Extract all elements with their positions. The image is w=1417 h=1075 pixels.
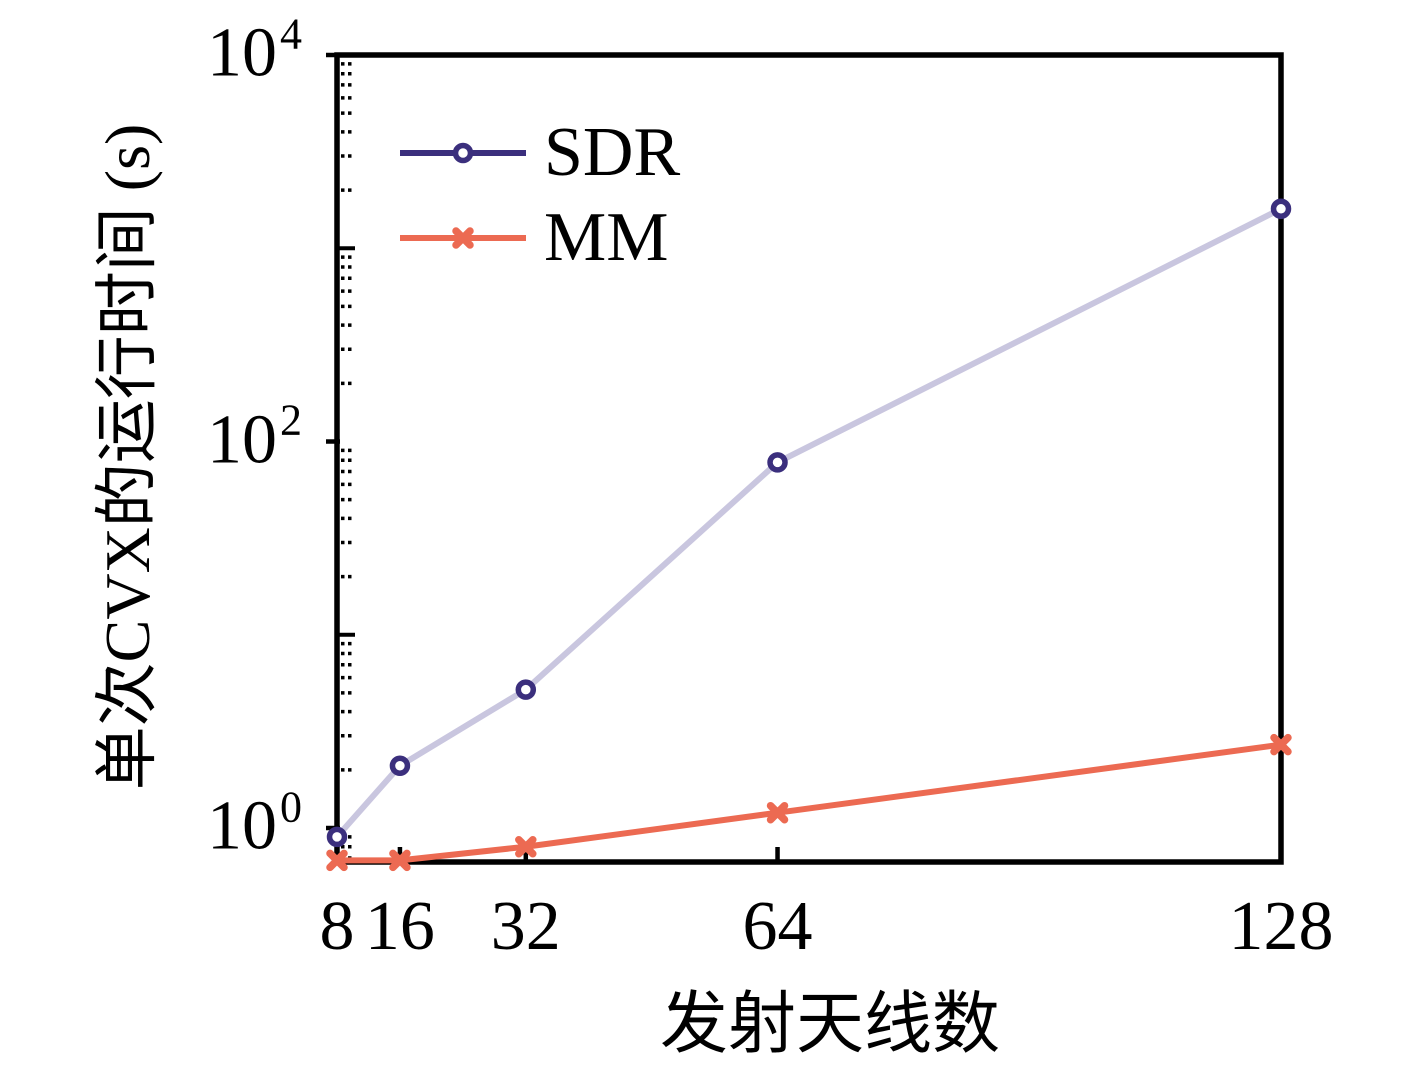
- legend: SDR MM: [400, 110, 680, 280]
- legend-entry-mm: MM: [400, 195, 680, 280]
- y-tick-base: 10: [207, 401, 277, 479]
- y-tick-exponent: 2: [280, 395, 302, 445]
- y-tick-label-1e2: 102: [207, 398, 302, 475]
- legend-label-sdr: SDR: [544, 113, 681, 191]
- y-axis-label: 单次CVX的运行时间 (s): [92, 123, 163, 791]
- x-tick-label-16: 16: [364, 888, 435, 965]
- y-tick-label-1e0: 100: [207, 785, 302, 862]
- x-tick-label-64: 64: [742, 888, 813, 965]
- y-tick-base: 10: [207, 14, 277, 92]
- legend-sample-sdr-line-circle-icon: [400, 142, 526, 163]
- legend-sample-mm-line-x-icon: [400, 226, 526, 249]
- x-axis-label: 发射天线数: [659, 986, 1001, 1062]
- x-tick-label-32: 32: [490, 888, 561, 965]
- legend-label-mm: MM: [544, 198, 669, 276]
- y-tick-label-1e4: 104: [207, 12, 302, 89]
- y-tick-exponent: 0: [280, 782, 302, 832]
- x-tick-label-8: 8: [319, 888, 355, 965]
- y-tick-base: 10: [207, 787, 277, 865]
- y-tick-exponent: 4: [280, 9, 302, 59]
- x-tick-label-128: 128: [1228, 888, 1334, 965]
- legend-entry-sdr: SDR: [400, 110, 680, 195]
